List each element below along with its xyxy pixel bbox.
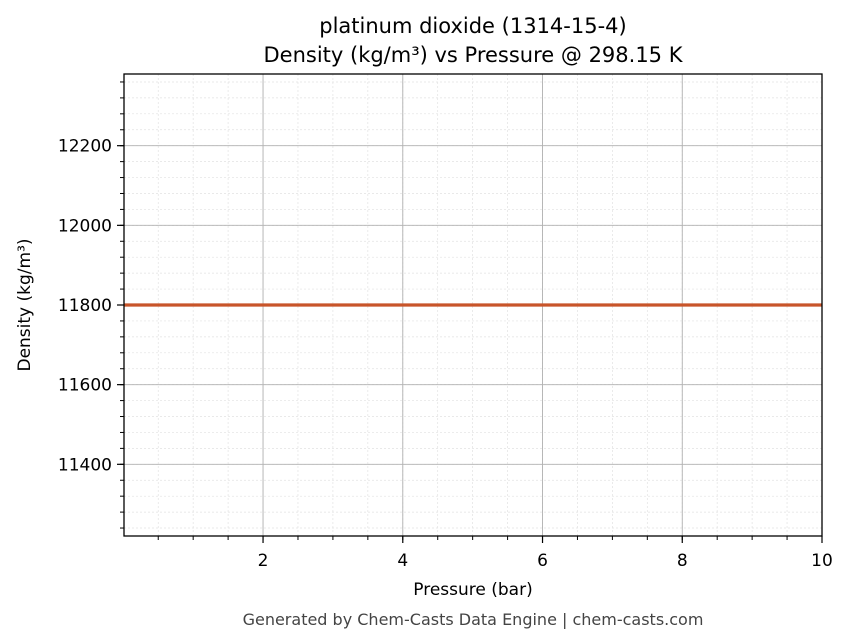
chart-title: platinum dioxide (1314-15-4) [319,14,626,38]
y-tick-label: 11600 [58,376,112,396]
x-tick-label: 2 [258,551,269,571]
footer-credit: Generated by Chem-Casts Data Engine | ch… [243,610,704,629]
y-tick-label: 11400 [58,455,112,475]
chart-subtitle: Density (kg/m³) vs Pressure @ 298.15 K [263,43,683,67]
y-axis-ticks: 11400 11600 11800 12000 12200 [58,81,124,529]
x-tick-label: 4 [397,551,408,571]
x-tick-label: 10 [811,551,833,571]
x-tick-label: 8 [677,551,688,571]
x-tick-label: 6 [537,551,548,571]
y-axis-label: Density (kg/m³) [15,238,35,371]
x-axis-ticks: 2 4 6 8 10 [157,536,833,571]
y-tick-label: 12000 [58,216,112,236]
y-tick-label: 12200 [58,137,112,157]
y-tick-label: 11800 [58,296,112,316]
x-axis-label: Pressure (bar) [413,580,532,600]
